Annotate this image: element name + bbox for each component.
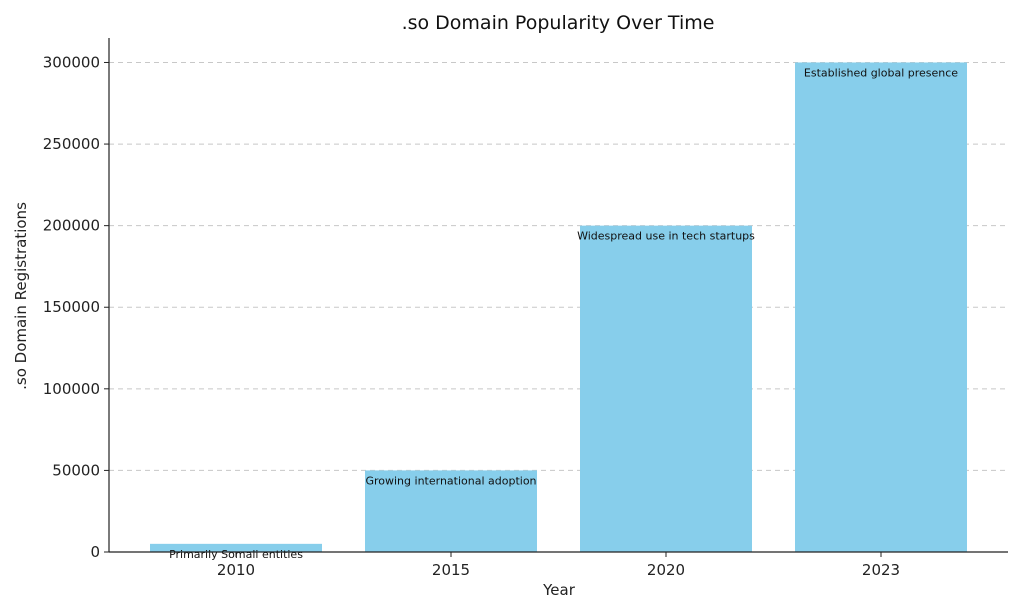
y-tick-label: 250000 <box>43 135 100 153</box>
bar-2010 <box>150 543 322 552</box>
y-axis-label: .so Domain Registrations <box>12 202 30 390</box>
y-tick-label: 100000 <box>43 380 100 398</box>
bar-annotation: Growing international adoption <box>365 474 536 487</box>
y-tick-labels: 0 50000 100000 150000 200000 250000 300000 <box>43 53 109 561</box>
y-tick-label: 0 <box>90 543 100 561</box>
x-tick-label: 2020 <box>647 561 685 579</box>
bar-2015 <box>365 470 537 552</box>
chart-title: .so Domain Popularity Over Time <box>402 12 715 34</box>
y-tick-label: 300000 <box>43 53 100 71</box>
bar-annotation: Widespread use in tech startups <box>577 230 755 243</box>
x-tick-label: 2010 <box>217 561 255 579</box>
bar-2020 <box>580 225 752 552</box>
x-tick-label: 2023 <box>862 561 900 579</box>
bars <box>150 62 967 552</box>
y-tick-label: 200000 <box>43 217 100 235</box>
bar-2023 <box>795 62 967 552</box>
x-tick-label: 2015 <box>432 561 470 579</box>
bar-annotation: Established global presence <box>804 66 958 79</box>
y-tick-label: 150000 <box>43 298 100 316</box>
y-tick-label: 50000 <box>52 461 100 479</box>
x-tick-labels: 2010 2015 2020 2023 <box>217 552 900 579</box>
x-axis-label: Year <box>542 581 576 599</box>
